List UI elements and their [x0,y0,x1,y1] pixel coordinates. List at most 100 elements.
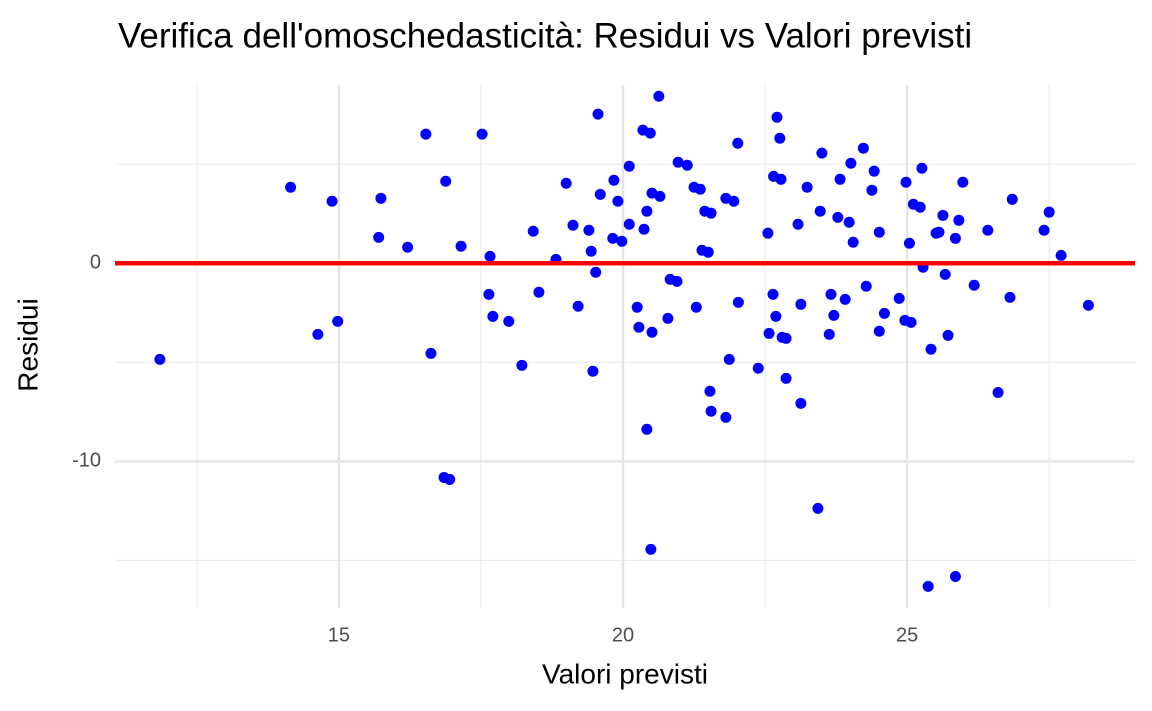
point [567,219,579,231]
point [1006,193,1018,205]
point [487,310,499,322]
point [607,232,619,244]
point [1055,249,1067,261]
point [702,246,714,258]
point [612,195,624,207]
point [592,108,604,120]
point [834,173,846,185]
point [705,207,717,219]
point [533,286,545,298]
point [914,201,926,213]
point [1043,206,1055,218]
point [775,173,787,185]
point [953,214,965,226]
point [572,300,584,312]
point [774,132,786,144]
point [455,240,467,252]
point [968,279,980,291]
point [893,292,905,304]
point [402,241,414,253]
point [638,223,650,235]
point [847,236,859,248]
point [645,543,657,555]
point [671,275,683,287]
point [1004,291,1016,303]
x-tick-label: 25 [896,624,918,646]
point [949,571,961,583]
point [560,177,572,189]
point [623,218,635,230]
point [900,176,912,188]
point [825,288,837,300]
point [839,293,851,305]
point [801,181,813,193]
point [616,235,628,247]
point [866,184,878,196]
point [285,181,297,193]
point [154,353,166,365]
point [767,288,779,300]
point [937,209,949,221]
point [641,205,653,217]
point [992,386,1004,398]
point [631,301,643,313]
point [795,397,807,409]
point [672,156,684,168]
point [694,183,706,195]
point [878,307,890,319]
point [905,316,917,328]
point [916,162,928,174]
point [812,502,824,514]
point [868,165,880,177]
point [814,205,826,217]
point [608,174,620,186]
point [792,218,804,230]
point [585,245,597,257]
point [957,176,969,188]
point [641,423,653,435]
point [646,326,658,338]
point [633,321,645,333]
point [444,473,456,485]
point [590,266,602,278]
point [440,175,452,187]
point [795,298,807,310]
point [583,224,595,236]
point [732,296,744,308]
point [483,288,495,300]
point [770,310,782,322]
point [903,237,915,249]
point [484,250,496,262]
point [857,142,869,154]
point [723,353,735,365]
point [720,411,732,423]
point [771,111,783,123]
point [373,231,385,243]
point [982,224,994,236]
x-tick-label: 15 [328,624,350,646]
point [816,147,828,159]
point [732,137,744,149]
point [832,211,844,223]
point [662,312,674,324]
point [332,315,344,327]
point [949,232,961,244]
point [843,216,855,228]
point [653,90,665,102]
point [823,328,835,340]
point [860,280,872,292]
point [312,328,324,340]
point [425,347,437,359]
point [1038,224,1050,236]
x-tick-label: 20 [612,624,634,646]
x-axis-title: Valori previsti [542,658,708,689]
point [780,372,792,384]
point [942,329,954,341]
point [654,190,666,202]
point [873,226,885,238]
point [925,343,937,355]
point [420,128,432,140]
y-tick-label: 0 [90,252,101,274]
point [845,157,857,169]
point [933,226,945,238]
